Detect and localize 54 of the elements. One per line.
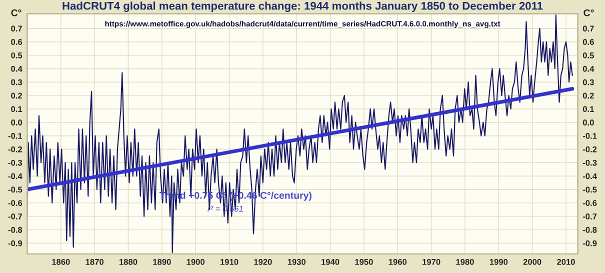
x-tick-label: 1860 bbox=[52, 258, 70, 265]
y2-tick-label: 0.2 bbox=[582, 92, 594, 99]
y-tick-label: -0.2 bbox=[8, 146, 22, 152]
y2-tick-label: 0.7 bbox=[582, 26, 594, 32]
y2-tick-label: 0.3 bbox=[582, 79, 594, 86]
x-tick-label: 1930 bbox=[288, 258, 306, 265]
y2-tick-label: 0.6 bbox=[582, 39, 594, 45]
y2-tick-label: -0.1 bbox=[582, 132, 597, 139]
y-tick-label: 0.4 bbox=[11, 66, 22, 72]
y2-tick-label: -0.8 bbox=[582, 226, 597, 233]
y-tick-label: -0.9 bbox=[8, 240, 22, 246]
x-tick-label: 1920 bbox=[254, 258, 272, 265]
y-tick-label: -0.5 bbox=[8, 186, 22, 193]
x-tick-label: 2000 bbox=[523, 258, 542, 265]
y2-tick-label: -0.5 bbox=[582, 186, 597, 193]
x-tick-label: 1900 bbox=[186, 258, 205, 265]
y2-tick-label: 0.5 bbox=[582, 52, 594, 58]
chart-title: HadCRUT4 global mean temperature change: 1944 months January 1850 to December 2011 bbox=[62, 2, 543, 12]
x-tick-label: 1880 bbox=[120, 258, 138, 265]
y-tick-label: 0.6 bbox=[11, 39, 22, 45]
x-tick-label: 1870 bbox=[86, 258, 104, 265]
y-tick-label: 0.2 bbox=[11, 92, 22, 99]
y-tick-label: 0.7 bbox=[11, 26, 22, 32]
y2-tick-label: 0.1 bbox=[582, 106, 594, 112]
y-axis-title: C° bbox=[11, 9, 22, 16]
y-tick-label: -0.1 bbox=[8, 132, 22, 139]
x-tick-label: 1910 bbox=[220, 258, 238, 265]
x-tick-label: 1970 bbox=[422, 258, 440, 265]
y2-tick-label: -0.3 bbox=[582, 160, 597, 166]
y2-tick-label: -0.7 bbox=[582, 214, 597, 220]
x-tick-label: 2010 bbox=[557, 258, 575, 265]
x-tick-label: 1950 bbox=[355, 258, 373, 265]
y-tick-label: -0.3 bbox=[8, 160, 22, 166]
x-tick-label: 1990 bbox=[490, 258, 508, 265]
y-tick-label: 0.3 bbox=[11, 79, 22, 86]
y2-tick-label: -0.4 bbox=[582, 173, 597, 180]
x-tick-label: 1890 bbox=[153, 258, 171, 265]
line-series bbox=[27, 14, 573, 254]
y2-tick-label: -0.9 bbox=[582, 240, 597, 246]
x-tick-label: 1940 bbox=[322, 258, 340, 265]
y2-tick-label: 0.4 bbox=[582, 66, 594, 72]
y-tick-label: -0.6 bbox=[8, 200, 22, 206]
y2-axis-title: C° bbox=[584, 9, 594, 16]
y-tick-label: -0.4 bbox=[8, 173, 22, 180]
y-tick-label: -0.8 bbox=[8, 226, 22, 233]
y-tick-label: -0.7 bbox=[8, 214, 22, 220]
y2-tick-label: 0.0 bbox=[582, 120, 594, 126]
x-tick-label: 1980 bbox=[456, 258, 474, 265]
y2-tick-label: -0.6 bbox=[582, 200, 597, 206]
y-tick-label: 0.5 bbox=[11, 52, 22, 58]
y-tick-label: 0.1 bbox=[11, 106, 22, 112]
y2-tick-label: -0.2 bbox=[582, 146, 597, 152]
y-tick-label: 0.0 bbox=[11, 120, 22, 126]
x-tick-label: 1960 bbox=[388, 258, 407, 265]
